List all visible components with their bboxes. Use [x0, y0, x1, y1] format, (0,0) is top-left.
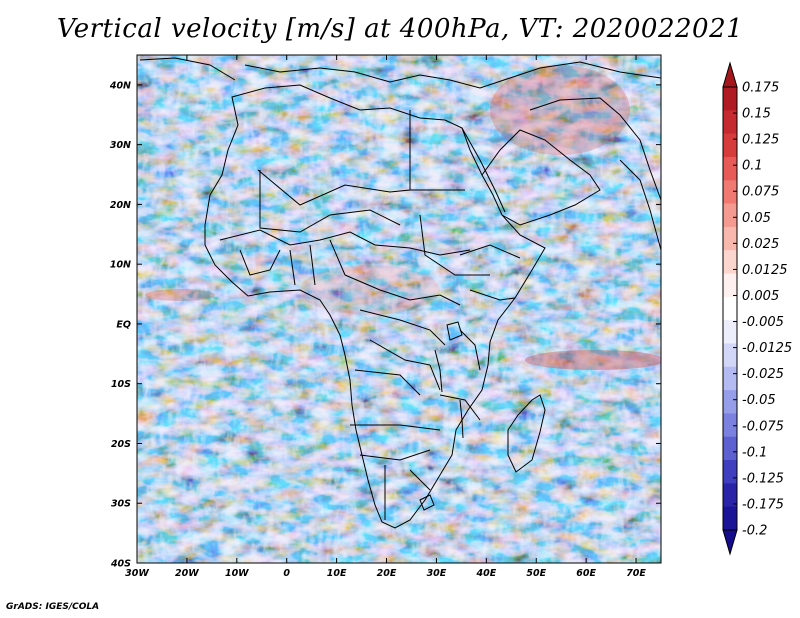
- sw-indian-ocean-band: [525, 350, 661, 370]
- atlantic-band: [145, 289, 215, 301]
- colorbar-swatch: [723, 273, 737, 298]
- colorbar-swatch: [723, 203, 737, 228]
- colorbar-swatch: [723, 110, 737, 135]
- central-africa-region: [300, 265, 440, 315]
- colorbar-label: -0.1: [742, 445, 767, 460]
- colorbar-label: 0.125: [742, 133, 779, 148]
- central-africa-borders: [344, 274, 461, 346]
- colorbar-label: 0.075: [742, 185, 779, 200]
- lon-tick-label: 20E: [377, 568, 397, 579]
- colorbar-label: 0.175: [742, 81, 779, 96]
- lat-tick-label: 20S: [111, 439, 131, 450]
- horn-borders: [459, 244, 521, 301]
- latitude-axis: 40N 30N 20N 10N EQ 10S 20S 30S 40S: [109, 80, 661, 570]
- velocity-field: [137, 55, 661, 563]
- colorbar-swatch: [723, 436, 737, 461]
- lon-tick-label: 50E: [526, 568, 546, 579]
- sahara-borders-2: [259, 170, 401, 233]
- colorbar-swatch: [723, 87, 737, 111]
- colorbar-swatch: [723, 156, 737, 181]
- lon-tick-label: 40E: [475, 568, 496, 579]
- colorbar-label: 0.025: [742, 237, 779, 252]
- sudan-borders: [410, 189, 490, 276]
- sahara-borders-1: [257, 110, 411, 206]
- colorbar-swatch: [723, 250, 737, 274]
- colorbar-label: -0.05: [742, 393, 776, 408]
- colorbar-swatch: [723, 483, 737, 508]
- madagascar-coastline: [507, 394, 546, 473]
- colorbar-label: -0.0125: [742, 341, 792, 356]
- country-borders: [139, 57, 661, 529]
- lon-tick-label: 70E: [626, 568, 646, 579]
- east-africa-borders: [439, 329, 481, 421]
- lon-tick-label: 0: [283, 568, 290, 579]
- lat-tick-label: 40S: [110, 559, 131, 570]
- congo-borders: [354, 339, 441, 396]
- subsidence-region-iran: [490, 65, 630, 155]
- lon-tick-label: 30W: [125, 568, 149, 579]
- colorbar-swatch: [723, 180, 737, 204]
- colorbar-label: 0.15: [742, 107, 771, 122]
- colorbar-label: -0.2: [742, 524, 767, 539]
- plot-frame: [136, 54, 662, 564]
- field-streaks: [137, 55, 661, 563]
- colorbar-swatch: [723, 413, 737, 438]
- lake-malawi: [459, 399, 464, 439]
- plot-title: Vertical velocity [m/s] at 400hPa, VT: 2…: [56, 14, 744, 44]
- colorbar-swatch: [723, 296, 737, 321]
- red-sea: [461, 127, 506, 213]
- colorbar-label: 0.005: [742, 289, 779, 304]
- colorbar-swatch: [723, 226, 737, 251]
- colorbar-swatch: [723, 366, 737, 391]
- lat-tick-label: 30N: [110, 140, 131, 151]
- arabian-peninsula: [481, 129, 601, 226]
- lake-tanganyika: [434, 349, 443, 393]
- colorbar-min-arrow: [722, 529, 738, 556]
- mediterranean-north: [244, 61, 661, 89]
- colorbar-swatch: [723, 390, 737, 414]
- lat-tick-label: EQ: [116, 319, 131, 330]
- lake-victoria: [446, 321, 463, 341]
- lon-tick-label: 30E: [427, 568, 447, 579]
- longitude-axis: 30W 20W 10W 0 10E 20E 30E 40E 50E 60E 70E: [125, 55, 646, 579]
- colorbar-label: 0.05: [742, 211, 771, 226]
- colorbar-frame: [722, 86, 738, 531]
- colorbar-swatch: [723, 320, 737, 344]
- india-west: [619, 159, 661, 251]
- lon-tick-label: 10E: [327, 568, 347, 579]
- iberia: [139, 57, 236, 81]
- southern-africa-borders: [350, 424, 441, 520]
- lat-tick-label: 30S: [111, 499, 131, 510]
- colorbar-swatch: [723, 506, 737, 531]
- iran-region: [529, 97, 661, 201]
- colorbar-label: -0.175: [742, 497, 784, 512]
- colorbar: 0.175 0.15 0.125 0.1 0.075 0.05 0.025 0.0125 0.0…: [722, 61, 792, 556]
- lat-tick-label: 10S: [111, 379, 131, 390]
- colorbar-swatch: [723, 133, 737, 158]
- sahel-borders: [219, 229, 471, 256]
- colorbar-label: 0.1: [742, 159, 763, 174]
- colorbar-label: 0.0125: [742, 263, 788, 278]
- west-africa-borders: [239, 239, 346, 286]
- lon-tick-label: 60E: [576, 568, 596, 579]
- lon-tick-label: 20W: [175, 568, 199, 579]
- lat-tick-label: 10N: [110, 260, 131, 271]
- lat-tick-label: 20N: [110, 200, 131, 211]
- colorbar-swatch: [723, 460, 737, 484]
- colorbar-label: -0.025: [742, 367, 784, 382]
- colorbar-max-arrow: [722, 61, 738, 88]
- colorbar-swatch: [723, 343, 737, 368]
- colorbar-label: -0.125: [742, 471, 784, 486]
- colorbar-label: -0.005: [742, 315, 784, 330]
- lesotho: [419, 494, 435, 511]
- africa-coastline: [204, 84, 546, 529]
- lat-tick-label: 40N: [109, 80, 131, 91]
- lon-tick-label: 10W: [225, 568, 249, 579]
- grads-credit: GrADS: IGES/COLA: [6, 602, 100, 612]
- colorbar-label: -0.075: [742, 419, 784, 434]
